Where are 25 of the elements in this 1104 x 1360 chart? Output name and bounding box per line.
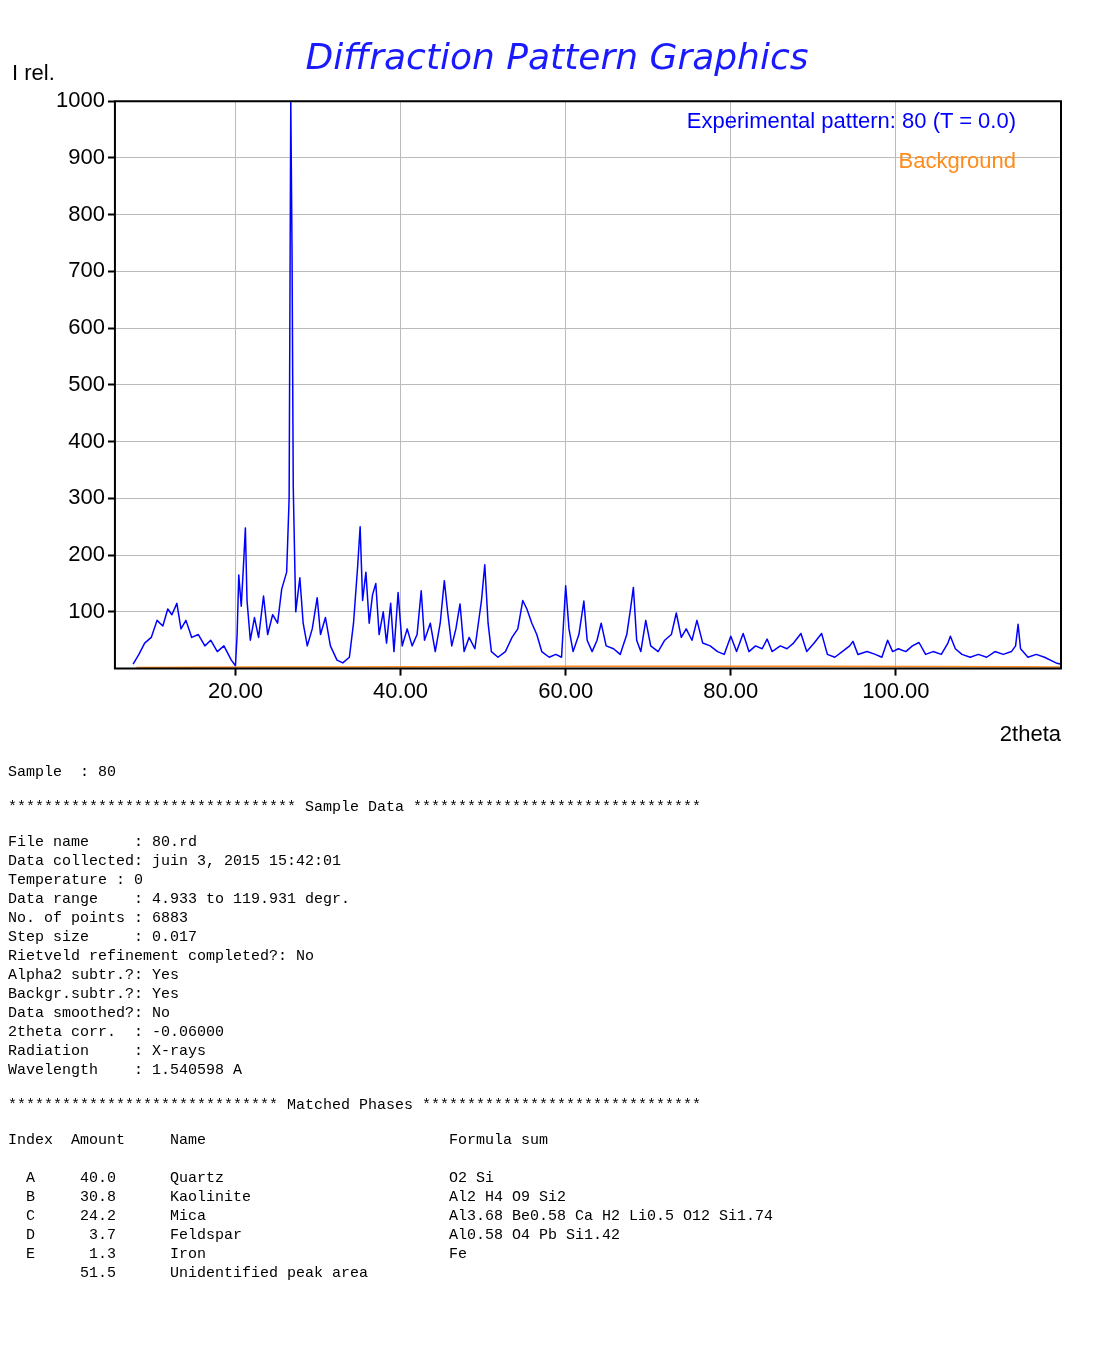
text: ******************************** Sample Data ******************************** [8,798,703,817]
y-tick-label: 600 [68,314,105,340]
text: File name : 80.rd Data collected: juin 3, 2015 15:42:01 Temperature : 0 Data range : 4.933 to 119.931 degr. No. of points : 6883 Step size : 0.017 Rietveld refinement completed?: No Alpha2 subtr.?: Yes Backgr.subtr.?: Yes Data smoothed?: No 2theta corr. : -0.06000 Radiation : X-rays Wavelength : 1.540598 A [8,834,351,1079]
chart-title: Diffraction Pattern Graphics [305,35,809,77]
y-tick-label: 800 [68,200,105,226]
y-tick-label: 200 [68,541,105,567]
x-tick-label: 100.00 [862,677,930,703]
y-tick-label: 300 [68,484,105,510]
text: Background [898,148,1016,174]
x-tick-label: 80.00 [703,677,759,703]
y-axis-title: I rel. [12,60,55,86]
text: Index Amount Name Formula sum A 40.0 Quartz O2 Si B 30.8 Kaolinite Al2 H4 O9 Si2 C 24.2 Mica Al3.68 Be0.58 Ca H2 Li0.5 O12 Si1.74 D 3.7 Feldspar Al0.58 O4 Pb Si1.42 E 1.3 Iron Fe 51.5 Unidentified peak area [8,1132,774,1282]
text: ****************************** Matched Phases ******************************* [8,1096,703,1115]
y-tick-label: 700 [68,257,105,283]
y-tick-label: 500 [68,370,105,396]
text: Sample : 80 [8,763,118,782]
text: Experimental pattern: 80 (T = 0.0) [686,108,1016,134]
y-tick-label: 1000 [55,87,105,113]
y-tick-label: 900 [68,144,105,169]
x-tick-label: 60.00 [538,677,594,703]
x-tick-label: 40.00 [373,677,429,703]
y-tick-label: 100 [68,597,105,623]
x-axis-title: 2theta [999,720,1062,746]
x-tick-label: 20.00 [207,677,263,703]
y-tick-label: 400 [68,427,105,453]
